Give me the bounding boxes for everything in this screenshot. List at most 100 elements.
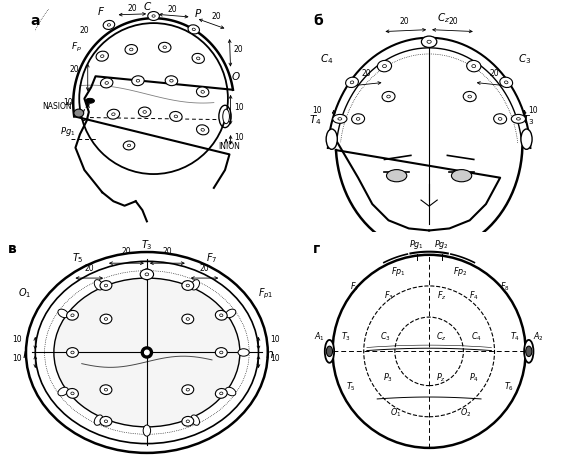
Text: 20: 20 [85,264,94,272]
Ellipse shape [427,40,431,43]
Ellipse shape [26,252,268,453]
Text: 20: 20 [211,13,221,21]
Text: $C$: $C$ [143,0,153,13]
Text: $C_{3}$: $C_{3}$ [380,331,391,343]
Ellipse shape [143,425,150,436]
Ellipse shape [505,81,508,84]
Ellipse shape [526,346,532,357]
Ellipse shape [148,12,160,20]
Text: $F_p$: $F_p$ [71,41,82,54]
Ellipse shape [158,42,171,52]
Ellipse shape [100,78,113,88]
Ellipse shape [100,314,112,324]
Text: $C_z$: $C_z$ [437,12,450,25]
Text: б: б [313,14,323,28]
Ellipse shape [215,311,227,320]
Text: $T_{4}$: $T_{4}$ [510,331,520,343]
Ellipse shape [140,269,154,279]
Text: 10: 10 [271,354,280,363]
Ellipse shape [350,81,354,84]
Ellipse shape [67,311,78,320]
Text: 20: 20 [122,247,131,256]
Ellipse shape [346,77,358,87]
Text: 20: 20 [234,45,244,54]
Text: $T_3$: $T_3$ [522,113,535,127]
Text: $F_{8}$: $F_{8}$ [500,281,509,293]
Ellipse shape [196,87,209,97]
Ellipse shape [112,113,115,116]
Text: 10: 10 [234,103,244,112]
Ellipse shape [524,340,533,363]
Ellipse shape [351,114,365,124]
Text: 20: 20 [200,264,209,272]
Text: $C_{4}$: $C_{4}$ [471,331,482,343]
Ellipse shape [143,111,146,113]
Text: $F_{3}$: $F_{3}$ [384,289,393,301]
Text: 10: 10 [12,354,21,363]
Ellipse shape [58,387,69,396]
Ellipse shape [338,118,342,120]
Ellipse shape [132,76,144,86]
Text: $Pg_{1}$: $Pg_{1}$ [409,238,424,251]
Ellipse shape [498,118,502,120]
Ellipse shape [517,118,520,120]
Text: $Pg_1$: $Pg_1$ [60,125,75,138]
Ellipse shape [100,385,112,394]
Ellipse shape [333,114,347,123]
Ellipse shape [357,118,360,120]
Ellipse shape [186,318,190,320]
Text: $F_{4}$: $F_{4}$ [468,289,479,301]
Text: $T_{6}$: $T_{6}$ [504,380,514,393]
Text: $T_{5}$: $T_{5}$ [346,380,356,393]
Ellipse shape [67,389,78,398]
Text: INION: INION [218,142,240,151]
Ellipse shape [500,77,513,87]
Ellipse shape [463,92,476,102]
Ellipse shape [94,279,103,290]
Text: $P_{z}$: $P_{z}$ [437,371,446,384]
Text: в: в [7,242,16,256]
Ellipse shape [145,273,149,276]
Text: $F$: $F$ [97,5,105,17]
Text: 20: 20 [127,4,137,13]
Text: $F_{p1}$: $F_{p1}$ [259,287,274,301]
Text: $O_{2}$: $O_{2}$ [460,406,472,419]
Ellipse shape [100,281,112,290]
Ellipse shape [467,60,481,72]
Text: 10: 10 [271,335,280,344]
Ellipse shape [191,279,199,290]
Text: а: а [31,14,40,28]
Ellipse shape [238,349,249,356]
Ellipse shape [123,141,135,150]
Text: 20: 20 [70,65,79,74]
Text: $A_{2}$: $A_{2}$ [533,331,544,343]
Ellipse shape [225,387,236,396]
Ellipse shape [468,95,472,98]
Text: 20: 20 [79,26,89,35]
Text: $F_7$: $F_7$ [206,251,218,265]
Ellipse shape [186,420,190,423]
Text: $P_{3}$: $P_{3}$ [382,371,393,384]
Ellipse shape [165,76,177,86]
Ellipse shape [192,28,195,31]
Ellipse shape [521,129,532,149]
Text: г: г [313,242,320,256]
Ellipse shape [71,392,74,395]
Ellipse shape [101,55,104,58]
Text: $C_4$: $C_4$ [320,52,333,66]
Ellipse shape [182,417,194,426]
Ellipse shape [201,128,204,131]
Ellipse shape [138,107,151,117]
Text: 10: 10 [529,106,538,115]
Text: $P$: $P$ [194,7,202,19]
Ellipse shape [182,385,194,394]
Text: 20: 20 [449,16,458,26]
Ellipse shape [130,48,133,51]
Ellipse shape [422,36,437,47]
Ellipse shape [191,415,199,425]
Ellipse shape [163,46,166,49]
Ellipse shape [104,318,108,320]
Text: $T_3$: $T_3$ [141,238,153,252]
Text: $C_{z}$: $C_{z}$ [437,331,447,343]
Ellipse shape [327,346,332,357]
